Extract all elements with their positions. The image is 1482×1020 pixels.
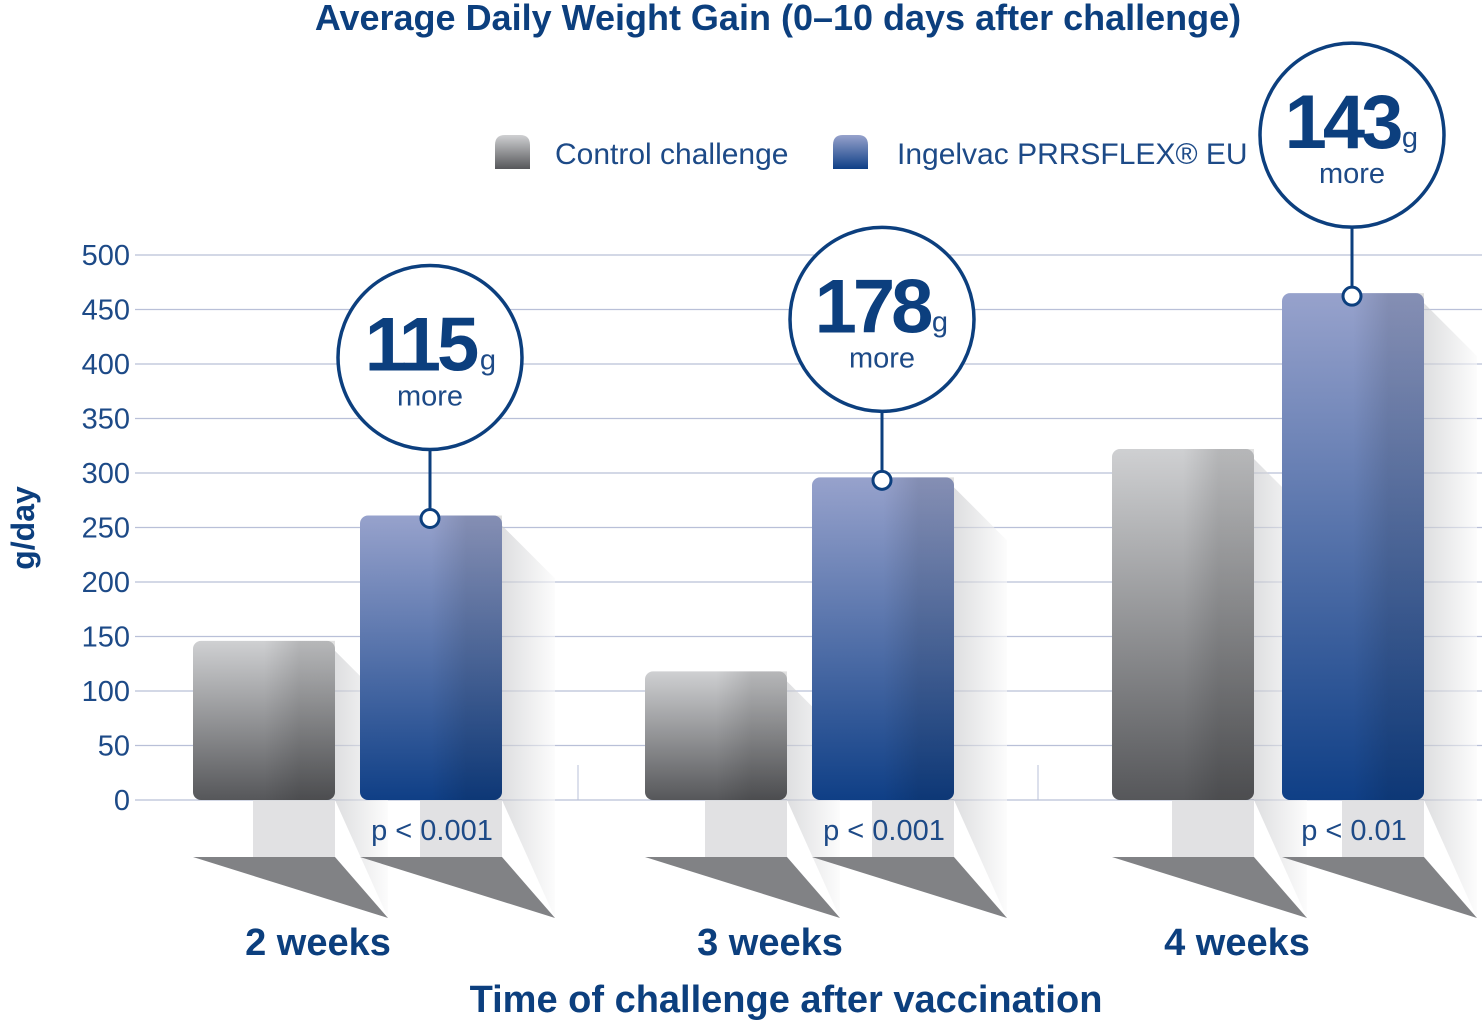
y-tick-label: 150: [82, 622, 130, 654]
chart-title: Average Daily Weight Gain (0–10 days aft…: [315, 0, 1241, 38]
y-tick-label: 500: [82, 240, 130, 272]
p-value-label: p < 0.001: [371, 815, 493, 847]
difference-unit: g: [932, 306, 948, 338]
bar-base: [1172, 800, 1254, 857]
callout-circle: [336, 263, 524, 452]
bar-floor: [360, 857, 555, 918]
y-tick-label: 250: [82, 513, 130, 545]
bar-highlight: [431, 515, 502, 800]
bar-shadow: [502, 525, 555, 918]
callout-dot: [1341, 285, 1363, 307]
difference-value: 115: [365, 303, 478, 388]
bar-base: [705, 800, 787, 857]
x-tick-label: 4 weeks: [1164, 922, 1310, 964]
difference-unit: g: [480, 345, 496, 377]
callout-dot: [871, 469, 893, 491]
legend-label: Control challenge: [555, 138, 788, 171]
bar-base: [1342, 800, 1424, 857]
difference-value: 178: [815, 264, 932, 349]
bar-shadow: [954, 487, 1007, 918]
bar-shadow: [1424, 303, 1477, 918]
bar-base: [253, 800, 335, 857]
bar-highlight: [264, 640, 335, 800]
y-tick-label: 350: [82, 404, 130, 436]
p-value-label: p < 0.001: [823, 815, 945, 847]
bar-highlight: [883, 477, 954, 800]
difference-unit: g: [1402, 122, 1418, 154]
legend-label: Ingelvac PRRSFLEX® EU: [897, 138, 1248, 171]
bar-floor: [812, 857, 1007, 918]
bar-floor: [193, 857, 388, 918]
difference-text: more: [849, 342, 915, 374]
bar-highlight: [716, 671, 787, 800]
bar-floor: [1282, 857, 1477, 918]
x-tick-label: 2 weeks: [245, 922, 391, 964]
x-axis-label: Time of challenge after vaccination: [470, 979, 1103, 1020]
bar-highlight: [1183, 449, 1254, 800]
y-axis-label: g/day: [5, 486, 41, 570]
callout-dot: [419, 508, 441, 530]
y-tick-label: 300: [82, 458, 130, 490]
y-tick-label: 450: [82, 295, 130, 327]
p-value-label: p < 0.01: [1301, 815, 1407, 847]
bar-floor: [645, 857, 840, 918]
difference-text: more: [1319, 158, 1385, 190]
x-tick-label: 3 weeks: [697, 922, 843, 964]
callout-circle: [1258, 41, 1446, 229]
y-tick-label: 50: [98, 731, 130, 763]
difference-text: more: [397, 381, 463, 413]
y-tick-label: 400: [82, 349, 130, 381]
y-tick-label: 0: [114, 785, 130, 817]
legend-swatch: [495, 135, 530, 169]
bar-base: [872, 800, 954, 857]
bar-highlight: [1353, 293, 1424, 800]
legend-swatch: [833, 135, 868, 169]
bar-base: [420, 800, 502, 857]
difference-value: 143: [1285, 80, 1402, 165]
y-tick-label: 200: [82, 567, 130, 599]
y-tick-label: 100: [82, 676, 130, 708]
callout-circle: [788, 225, 976, 414]
bar-floor: [1112, 857, 1307, 918]
